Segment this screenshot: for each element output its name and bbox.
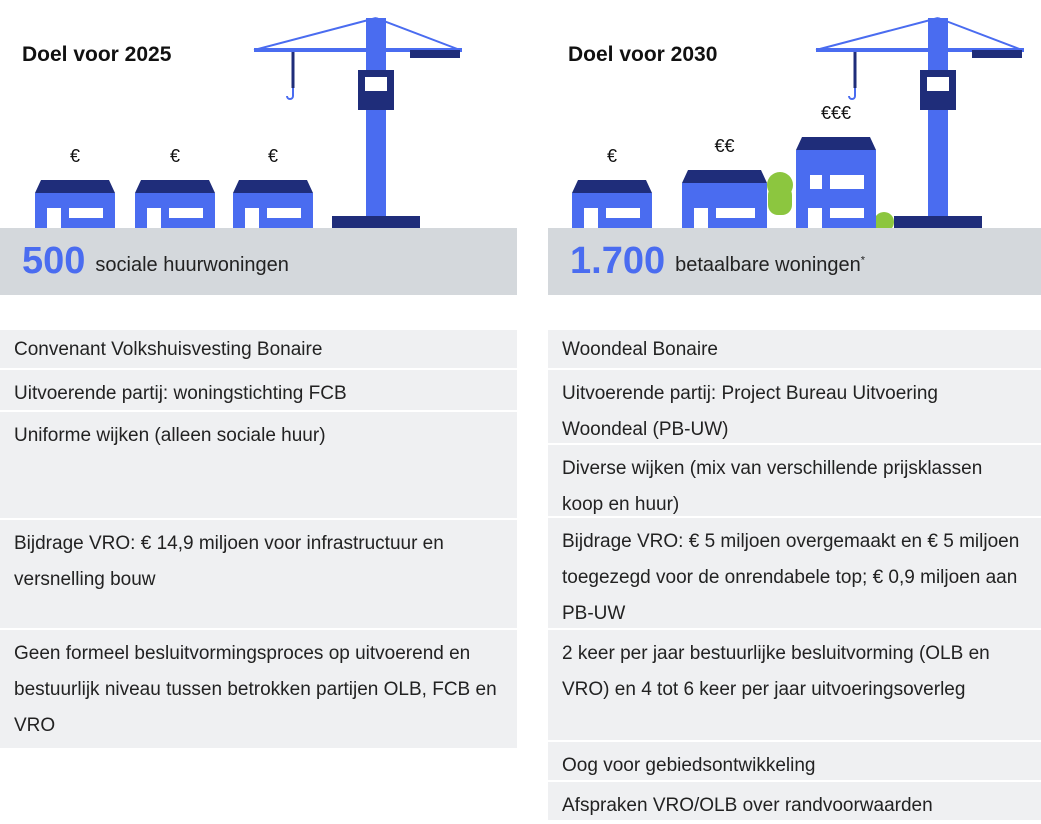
banner-text: sociale huurwoningen [95, 254, 288, 276]
house-roof [682, 170, 767, 183]
info-row: Convenant Volkshuisvesting Bonaire [0, 330, 517, 368]
house-window [716, 208, 755, 218]
crane-hook [849, 88, 855, 99]
house-roof [572, 180, 652, 193]
house-roof [233, 180, 313, 193]
price-label: € [607, 146, 617, 166]
crane-cable [938, 18, 1022, 50]
house-window [169, 208, 203, 218]
crane-mast [366, 18, 386, 218]
info-row: Afspraken VRO/OLB over randvoorwaarden [548, 782, 1041, 820]
column: Doel voor 2025 € € €500 sociale huurwoningen… [0, 0, 517, 823]
info-row: 2 keer per jaar bestuurlijke besluitvorm… [548, 630, 1041, 740]
price-label: €€ [714, 136, 734, 156]
price-label: €€€ [821, 103, 851, 123]
banner: 500 sociale huurwoningen [0, 228, 517, 295]
info-row: Bijdrage VRO: € 14,9 miljoen voor infras… [0, 520, 517, 628]
page: Doel voor 2025€€€500sociale huurwoningen… [0, 0, 1041, 823]
banner-label: sociale huurwoningen [95, 254, 288, 277]
house-door [245, 208, 259, 230]
info-row: Bijdrage VRO: € 5 miljoen overgemaakt en… [548, 518, 1041, 628]
banner: 1.700 betaalbare woningen* [548, 228, 1041, 295]
house-window [830, 208, 864, 218]
crane-cable [254, 18, 376, 50]
crane-hook [287, 88, 293, 99]
crane-mast [928, 18, 948, 218]
big-number: 500 [22, 240, 85, 283]
illustration: Doel voor 2030€€€€€€ [548, 0, 1041, 230]
crane-window [927, 77, 949, 91]
house-window [69, 208, 103, 218]
house-door [147, 208, 161, 230]
info-row: Uitvoerende partij: woningstichting FCB [0, 370, 517, 410]
banner-label: betaalbare woningen* [675, 254, 865, 277]
price-label: € [70, 146, 80, 166]
info-row: Diverse wijken (mix van verschillende pr… [548, 445, 1041, 516]
crane-counterweight [972, 50, 1022, 58]
house-door [808, 208, 822, 230]
house-window [606, 208, 640, 218]
house-roof [135, 180, 215, 193]
column-title: Doel voor 2030 [568, 43, 717, 66]
house-door [47, 208, 61, 230]
house-door [584, 208, 598, 230]
crane-window [365, 77, 387, 91]
info-row: Uniforme wijken (alleen sociale huur) [0, 412, 517, 518]
tree [768, 185, 792, 215]
footnote-mark: * [861, 254, 865, 266]
house-roof [796, 137, 876, 150]
info-row: Geen formeel besluitvormingsproces op ui… [0, 630, 517, 748]
info-row: Woondeal Bonaire [548, 330, 1041, 368]
house-window [830, 175, 864, 189]
price-label: € [268, 146, 278, 166]
info-row: Oog voor gebiedsontwikkeling [548, 742, 1041, 780]
banner-text: betaalbare woningen [675, 254, 861, 276]
illustration: Doel voor 2025 € € € [0, 0, 517, 230]
price-label: € [170, 146, 180, 166]
column-title: Doel voor 2025 [22, 43, 172, 66]
house-roof [35, 180, 115, 193]
info-row: Uitvoerende partij: Project Bureau Uitvo… [548, 370, 1041, 443]
house-window [810, 175, 822, 189]
crane-cable [376, 18, 460, 50]
house-window [267, 208, 301, 218]
house-door [694, 208, 708, 230]
crane-counterweight [410, 50, 460, 58]
crane-cable [816, 18, 938, 50]
big-number: 1.700 [570, 240, 665, 283]
